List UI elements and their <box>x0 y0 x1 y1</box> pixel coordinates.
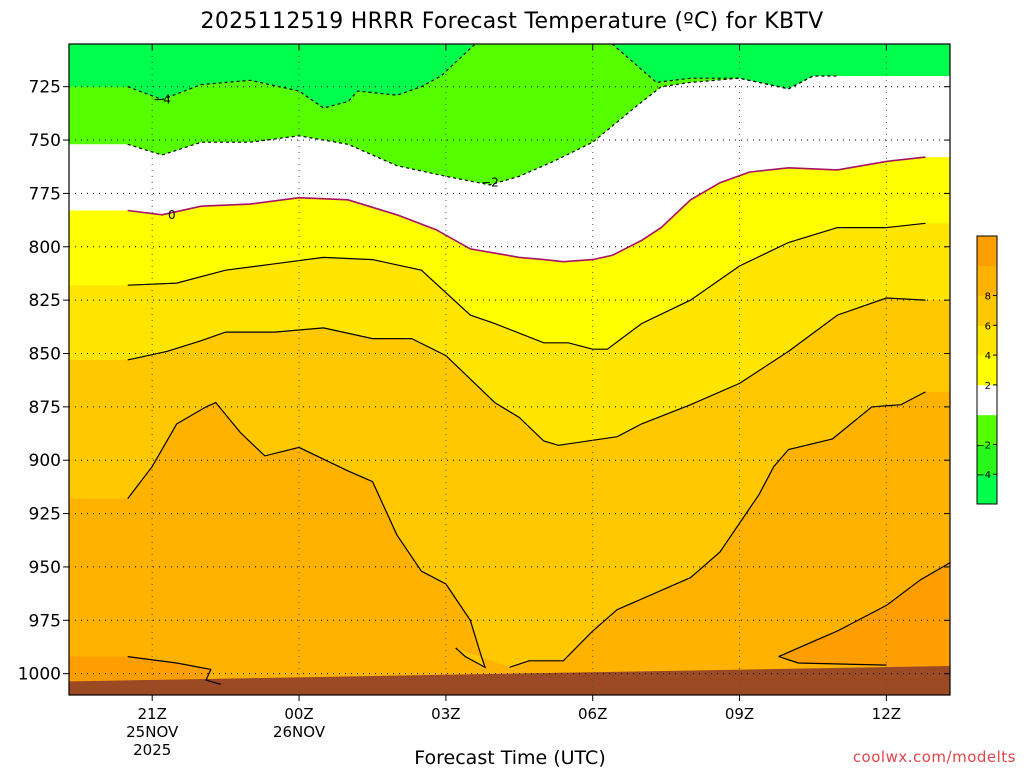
x-tick-label: 12Z <box>872 705 901 723</box>
x-tick-label: 06Z <box>578 705 607 723</box>
colorbar-swatch-0 <box>977 474 997 505</box>
plot-frame <box>68 43 951 696</box>
x-axis-label: Forecast Time (UTC) <box>414 747 605 768</box>
region-cold-right <box>612 44 950 89</box>
y-tick-label: 825 <box>29 291 61 311</box>
y-tick-label: 800 <box>29 238 61 258</box>
colorbar-label: −4 <box>976 470 991 481</box>
x-tick-label: 21Z <box>138 705 167 723</box>
y-tick-label: 975 <box>29 611 61 631</box>
contour-line-0-0 <box>127 156 926 263</box>
colorbar-label: −2 <box>976 440 991 451</box>
colorbar-swatch-1 <box>977 444 997 475</box>
colorbar-swatch-7 <box>977 265 997 297</box>
contour-line-8-2 <box>778 656 887 666</box>
y-tick-label: 950 <box>29 558 61 578</box>
chart-title: 2025112519 HRRR Forecast Temperature (ºC… <box>201 9 824 34</box>
contour-line-2-0 <box>127 222 926 350</box>
colorbar-label: 8 <box>985 292 991 303</box>
contour-label-0: −4 <box>153 92 171 106</box>
y-tick-label: 850 <box>29 344 61 364</box>
y-tick-label: 925 <box>29 505 61 525</box>
y-tick-label: 750 <box>29 131 61 151</box>
colorbar-label: 2 <box>985 381 991 392</box>
x-tick-sublabel-year: 2025 <box>133 741 171 759</box>
x-tick-label: 03Z <box>431 705 460 723</box>
colorbar-swatch-8 <box>977 236 997 267</box>
colorbar-label: 6 <box>985 321 991 332</box>
contour-line-6-0 <box>127 401 487 669</box>
region-warm-right <box>778 562 950 695</box>
contour-line-6-1 <box>509 391 926 668</box>
x-tick-label: 09Z <box>725 705 754 723</box>
colorbar-swatch-6 <box>977 295 997 326</box>
colorbar-label: 4 <box>985 351 991 362</box>
x-tick-sublabel: 26NOV <box>273 723 326 741</box>
axes: 725 750 775 800 825 850 875 900 925 950 975 1000 21Z… <box>18 43 951 759</box>
contour-line-4-0 <box>127 297 926 446</box>
contour-label-1: −2 <box>481 176 499 190</box>
y-tick-label: 725 <box>29 78 61 98</box>
contour-line-8-1 <box>778 561 950 658</box>
colorbar-frame <box>976 235 998 505</box>
colorbar-swatch-5 <box>977 325 997 356</box>
colorbar-swatch-4 <box>977 355 997 386</box>
contour-line-8-0 <box>127 656 221 685</box>
colorbar-swatch-3 <box>977 384 997 416</box>
y-tick-label: 1000 <box>18 665 61 685</box>
plot-area: −4 −2 0 <box>69 44 950 695</box>
x-tick-sublabel: 25NOV <box>126 723 179 741</box>
colorbar: −4 −2 2 4 6 8 <box>976 235 998 505</box>
contour-label-2: 0 <box>168 208 176 222</box>
x-tick-label: 00Z <box>284 705 313 723</box>
y-tick-label: 775 <box>29 184 61 204</box>
region-cold-left <box>69 44 476 108</box>
grid <box>69 44 950 695</box>
colorbar-swatch-2 <box>977 414 997 445</box>
y-tick-label: 875 <box>29 398 61 418</box>
y-tick-label: 900 <box>29 451 61 471</box>
credit-label: coolwx.com/modelts <box>853 748 1016 766</box>
